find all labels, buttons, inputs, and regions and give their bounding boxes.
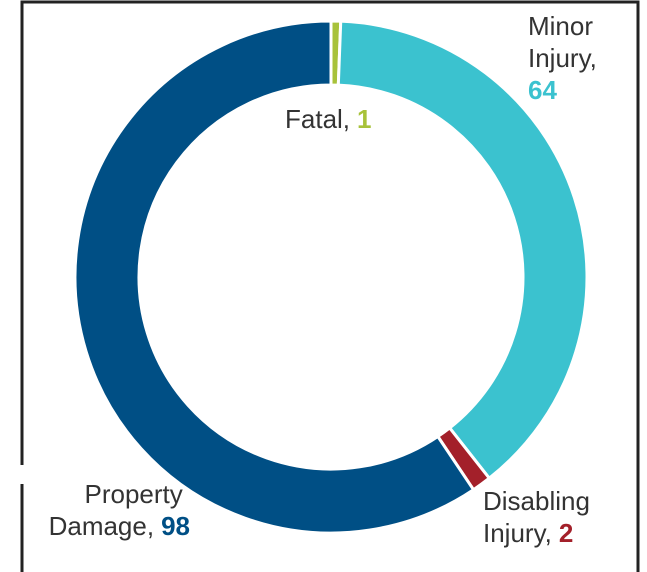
slice-value: 64	[528, 75, 557, 105]
slice-label: Fatal,	[285, 104, 350, 134]
donut-slice	[336, 19, 589, 481]
label-line: Injury,	[483, 518, 552, 548]
slice-value: 1	[357, 104, 371, 134]
slice-label: Disabling Injury,	[483, 486, 597, 548]
donut-slice	[73, 19, 476, 535]
label-line: Property	[85, 479, 191, 509]
slice-label: Minor Injury,	[528, 11, 600, 73]
label-line: Minor	[528, 11, 600, 41]
label-line: Fatal,	[285, 104, 350, 134]
slice-value: 98	[161, 511, 190, 541]
slice-value: 2	[559, 518, 573, 548]
label-line: Disabling	[483, 486, 597, 516]
slice-label: Property Damage,	[49, 479, 190, 541]
frame	[20, 0, 640, 572]
label-line: Injury,	[528, 43, 597, 73]
label-line: Damage,	[49, 511, 155, 541]
